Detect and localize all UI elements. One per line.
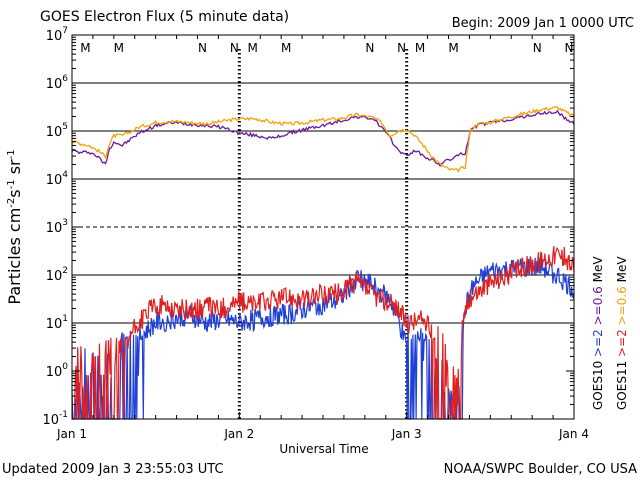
y-tick-label: 10-1 [42, 410, 68, 428]
local-time-marker: N [198, 41, 207, 55]
local-time-marker: M [114, 41, 124, 55]
x-tick-label: Jan 3 [391, 427, 422, 441]
y-tick-label: 104 [46, 170, 69, 188]
series-line [71, 256, 575, 420]
credit-label: NOAA/SWPC Boulder, CO USA [444, 462, 637, 477]
y-tick-label: 102 [46, 266, 68, 284]
begin-label: Begin: 2009 Jan 1 0000 UTC [452, 16, 634, 31]
series-line [71, 109, 575, 168]
legend-column: GOES11 >=2 >=0.6 MeV [615, 256, 629, 410]
chart-title: GOES Electron Flux (5 minute data) [40, 9, 289, 25]
local-time-marker: M [248, 41, 258, 55]
plot-frame [71, 34, 575, 420]
plot-area: 10-1 100 101 102 103 104 105 106 107 Jan 1 Jan 2 Ja… [5, 26, 629, 441]
y-tick-label: 101 [46, 314, 68, 332]
y-tick-label: 106 [46, 74, 69, 92]
local-time-marker: N [397, 41, 406, 55]
updated-timestamp: Updated 2009 Jan 3 23:55:03 UTC [2, 462, 224, 477]
y-axis-label: Particles cm-2s-1 sr-1 [5, 149, 24, 304]
local-time-marker: M [448, 41, 458, 55]
local-time-marker: N [533, 41, 542, 55]
local-time-marker: M [80, 41, 90, 55]
local-time-marker: N [365, 41, 374, 55]
local-time-marker: M [281, 41, 291, 55]
local-time-marker: M [415, 41, 425, 55]
y-tick-label: 105 [46, 122, 68, 140]
y-tick-label: 100 [46, 362, 69, 380]
legend-column: GOES10 >=2 >=0.6 MeV [591, 256, 605, 410]
local-time-marker: N [564, 41, 573, 55]
x-axis-label: Universal Time [279, 442, 368, 456]
x-tick-label: Jan 1 [56, 427, 87, 441]
series-line [71, 106, 575, 173]
local-time-marker: N [230, 41, 239, 55]
x-tick-label: Jan 2 [223, 427, 254, 441]
y-tick-label: 103 [46, 218, 68, 236]
x-tick-label: Jan 4 [558, 427, 589, 441]
series-line [72, 245, 575, 420]
y-tick-label: 107 [46, 26, 68, 44]
